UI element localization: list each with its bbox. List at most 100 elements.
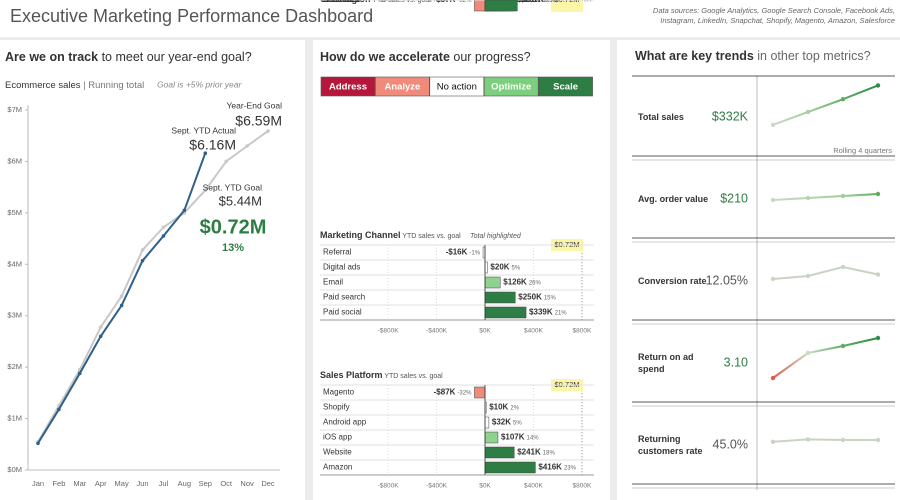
- spark-point: [805, 195, 811, 201]
- sparkline: [772, 337, 879, 379]
- dashboard-title: Executive Marketing Performance Dashboar…: [10, 6, 373, 26]
- data-point: [98, 325, 103, 329]
- value-label: $339K 21%: [529, 308, 567, 317]
- data-point: [203, 151, 208, 155]
- x-tick-label: Jun: [136, 479, 148, 488]
- spark-point: [805, 437, 811, 442]
- annotation-label: Sept. YTD Actual: [171, 125, 236, 135]
- percent-text: 18%: [543, 450, 556, 456]
- data-point: [161, 234, 166, 238]
- kpi-value: $210: [720, 191, 748, 205]
- percent-text: 25%: [546, 0, 559, 4]
- title-rest: our progress?: [450, 50, 531, 64]
- data-point: [182, 208, 187, 213]
- sparkline: [772, 265, 879, 280]
- value-text: $241K: [517, 448, 541, 457]
- y-tick-label: $6M: [7, 156, 22, 165]
- value-text: $250K: [518, 293, 542, 302]
- trend-note: Rolling 4 quarters: [833, 146, 892, 155]
- x-tick-label: $400K: [524, 0, 543, 4]
- data-point: [140, 258, 145, 263]
- title-bold: What are key trends: [635, 49, 754, 63]
- kpi-label: Return on ad spend: [638, 352, 694, 374]
- x-tick-label: Jan: [32, 479, 44, 488]
- percent-text: 5%: [512, 265, 521, 271]
- y-tick-label: $1M: [7, 414, 22, 423]
- data-sources: Data sources: Google Analytics, Google S…: [653, 6, 895, 15]
- title-sub: YTD sales vs. goal: [383, 373, 444, 380]
- spark-point: [875, 272, 881, 277]
- legend-label: Scale: [553, 82, 578, 93]
- kpi-label: Total sales: [638, 112, 684, 122]
- bar: [484, 446, 515, 459]
- total-label: $0.72M: [554, 240, 579, 249]
- title-bold: How do we accelerate: [320, 50, 450, 64]
- bar: [484, 276, 501, 289]
- x-tick-label: -$800K: [378, 328, 400, 335]
- legend-label: Optimize: [491, 82, 531, 93]
- legend-swatch: [483, 76, 539, 97]
- kpi-value: $332K: [712, 109, 749, 123]
- x-tick-label: Feb: [52, 479, 65, 488]
- category-label: Northwest: [323, 0, 360, 4]
- annotation-label: Sept. YTD Goal: [203, 182, 262, 192]
- value-text: $107K: [501, 433, 525, 442]
- spark-point: [840, 437, 846, 443]
- value-label: -$87K-32%: [434, 388, 472, 397]
- value-label: $267K25%: [520, 0, 558, 4]
- data-point: [36, 441, 40, 446]
- subtitle: Ecommerce sales | Running total: [5, 80, 144, 91]
- legend-swatch: [375, 76, 430, 97]
- section-title: How do we accelerate our progress?: [320, 50, 531, 64]
- y-tick-label: $2M: [7, 362, 22, 371]
- spark-point: [875, 335, 881, 341]
- percent-text: 23%: [564, 465, 577, 471]
- value-label: $170K21%: [509, 0, 547, 4]
- x-tick-label: Apr: [95, 479, 107, 488]
- data-point: [119, 294, 124, 298]
- data-point: [203, 188, 208, 193]
- kpi-value: 45.0%: [713, 437, 748, 451]
- percent-text: 2%: [510, 405, 519, 411]
- legend-swatch: [320, 76, 376, 97]
- percent-text: 14%: [527, 435, 540, 441]
- kpi-value: 3.10: [724, 355, 748, 369]
- sparkline: [772, 193, 879, 201]
- category-label: Shopify: [323, 403, 350, 412]
- x-tick-label: -$400K: [426, 0, 448, 4]
- value-text: $20K: [490, 263, 509, 272]
- x-tick-label: May: [115, 479, 129, 488]
- spark-point: [840, 264, 846, 270]
- category-label: South: [323, 0, 344, 4]
- spark-point: [840, 193, 846, 199]
- y-tick-label: $4M: [7, 259, 22, 268]
- spark-point: [770, 276, 776, 282]
- spark-point: [770, 375, 776, 381]
- value-text: $267K: [520, 0, 544, 4]
- x-tick-label: Dec: [261, 479, 275, 488]
- bar: [474, 0, 486, 12]
- spark-point: [770, 197, 776, 203]
- x-tick-label: $400K: [524, 483, 543, 490]
- bar: [484, 291, 516, 304]
- bar: [474, 386, 486, 399]
- data-point: [224, 159, 228, 164]
- value-label: $32K 5%: [492, 418, 522, 427]
- category-label: Southwest: [323, 0, 361, 4]
- chart-title: U.S. Region YTD sales vs. goal: [320, 0, 431, 4]
- category-label: iOS app: [323, 433, 352, 442]
- value-label: $250K 15%: [518, 293, 556, 302]
- value-text: $416K: [538, 463, 562, 472]
- value-text: $10K: [489, 403, 508, 412]
- note: Goal is +5% prior year: [157, 79, 242, 89]
- title-sub: YTD sales vs. goal: [371, 0, 432, 4]
- x-tick-label: Aug: [178, 479, 191, 488]
- title-rest: in other top metrics?: [754, 49, 871, 63]
- value-text: $170K: [509, 0, 533, 4]
- spark-point: [840, 343, 846, 349]
- category-label: Email: [323, 278, 343, 287]
- annotation-label: Year-End Goal: [227, 100, 283, 110]
- value-label: $10K 2%: [489, 403, 519, 412]
- title-bold: Sales Platform: [320, 370, 383, 380]
